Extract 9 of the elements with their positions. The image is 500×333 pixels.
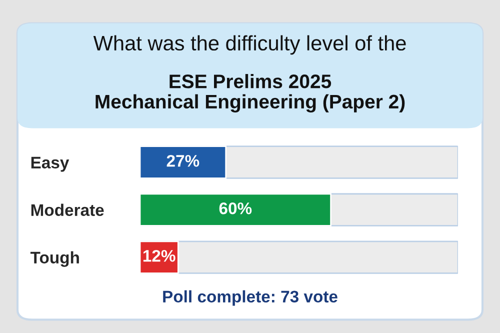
chart-title: What was the difficulty level of the — [93, 35, 406, 55]
y-tick-label: Moderate — [31, 204, 104, 216]
chart-subtitle: ESE Prelims 2025 Mechanical Engineering (Paper 2) — [96, 74, 405, 112]
data-label: 12% — [143, 250, 176, 262]
text: Poll complete: 73 vote — [163, 290, 338, 306]
y-tick-label: Tough — [30, 251, 79, 267]
data-label: 27% — [166, 154, 200, 167]
data-label: 60% — [219, 202, 252, 214]
y-tick-label: Easy — [31, 156, 70, 172]
